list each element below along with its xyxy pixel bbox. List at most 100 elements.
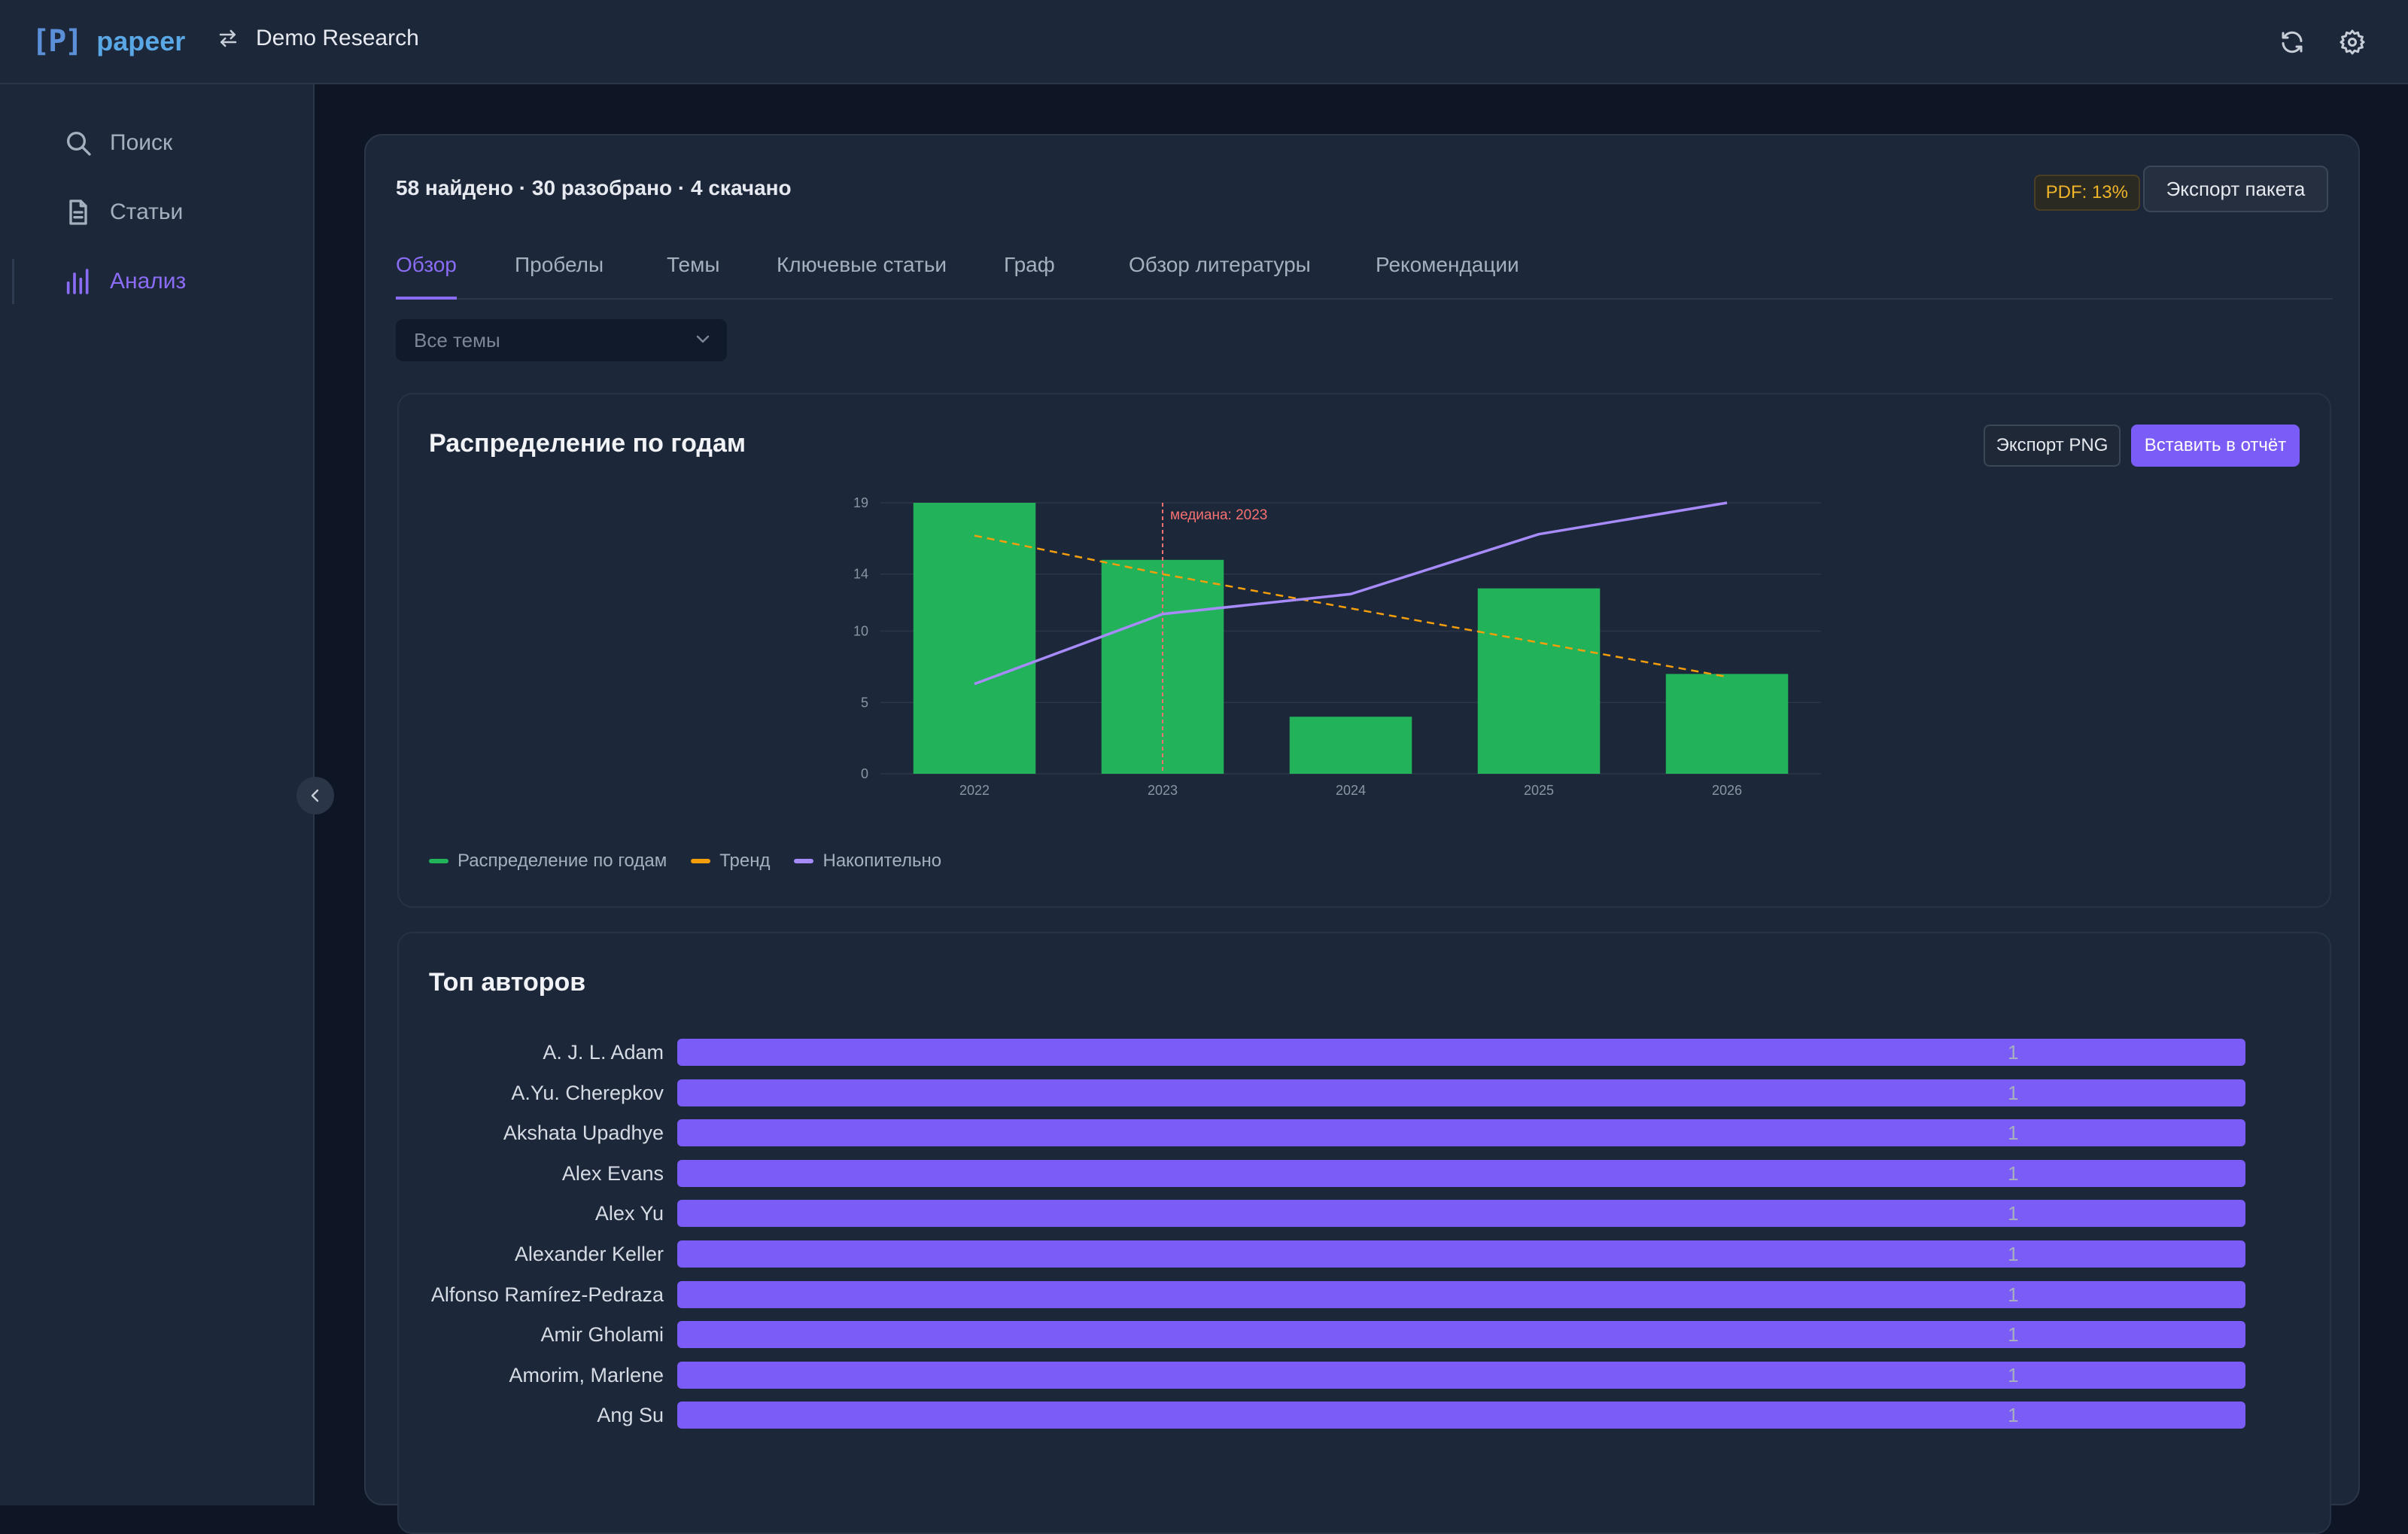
year-distribution-chart: медиана: 2023 0 5 10 14 19 2022 2023 2024 2025 2… <box>853 495 1821 798</box>
chevron-down-icon <box>696 335 710 343</box>
chevron-left-icon <box>311 789 319 802</box>
legend-swatch <box>794 859 814 863</box>
bar <box>1477 588 1601 774</box>
author-bar <box>677 1280 2245 1308</box>
export-package-button[interactable]: Экспорт пакета <box>2143 166 2328 212</box>
author-bar <box>677 1200 2245 1228</box>
author-row[interactable]: A.Yu. Cherepkov 1 <box>429 1078 2310 1108</box>
legend-label: Распределение по годам <box>458 851 667 871</box>
tab-gaps[interactable]: Пробелы <box>515 253 604 276</box>
x-tick-label: 2023 <box>1148 783 1178 798</box>
analysis-tabs: Обзор Пробелы Темы Ключевые статьи Граф … <box>396 253 2333 300</box>
author-count: 1 <box>2008 1161 2019 1185</box>
tab-literature-review[interactable]: Обзор литературы <box>1129 253 1311 276</box>
card-title: Топ авторов <box>429 968 586 997</box>
sidebar-item-analysis[interactable]: Анализ <box>63 266 186 297</box>
cumulative-line <box>974 501 1728 686</box>
legend-item-distribution[interactable]: Распределение по годам <box>429 851 667 872</box>
insert-report-button[interactable]: Вставить в отчёт <box>2131 425 2300 467</box>
bar <box>1665 674 1789 774</box>
sidebar-item-articles[interactable]: Статьи <box>63 197 183 227</box>
author-name: A. J. L. Adam <box>543 1041 664 1064</box>
topic-filter-value: Все темы <box>414 328 500 352</box>
author-row[interactable]: Ang Su 1 <box>429 1400 2310 1430</box>
logo-mark: [P] <box>32 24 83 59</box>
tab-key-papers[interactable]: Ключевые статьи <box>777 253 947 276</box>
results-summary: 58 найдено · 30 разобрано · 4 скачано <box>396 176 792 199</box>
author-row[interactable]: Amorim, Marlene 1 <box>429 1360 2310 1390</box>
y-tick-label: 5 <box>861 695 868 710</box>
top-authors-card: Топ авторов A. J. L. Adam 1 A.Yu. Cherepko… <box>397 932 2331 1534</box>
tab-recommendations[interactable]: Рекомендации <box>1376 253 1519 276</box>
sidebar-collapse-button[interactable] <box>296 777 334 814</box>
author-name: Akshata Upadhye <box>503 1122 664 1145</box>
author-row[interactable]: Amir Gholami 1 <box>429 1319 2310 1350</box>
author-bar <box>677 1159 2245 1187</box>
author-row[interactable]: A. J. L. Adam 1 <box>429 1037 2310 1067</box>
author-bar <box>677 1079 2245 1106</box>
author-count: 1 <box>2008 1202 2019 1225</box>
y-tick-label: 19 <box>853 495 868 510</box>
export-png-button[interactable]: Экспорт PNG <box>1984 425 2121 467</box>
bar <box>1289 717 1412 774</box>
card-title: Распределение по годам <box>429 429 746 458</box>
topic-filter-select[interactable]: Все темы <box>396 319 727 361</box>
chart-legend: Распределение по годам Тренд Накопительн… <box>429 851 941 872</box>
x-tick-label: 2026 <box>1712 783 1742 798</box>
author-name: Ang Su <box>597 1404 664 1427</box>
legend-swatch <box>429 859 448 863</box>
search-icon <box>67 132 91 156</box>
tab-overview[interactable]: Обзор <box>396 253 457 300</box>
author-row[interactable]: Alex Evans 1 <box>429 1158 2310 1189</box>
bar <box>913 503 1036 774</box>
legend-label: Накопительно <box>822 851 942 871</box>
author-bar <box>677 1402 2245 1429</box>
project-switcher[interactable]: Demo Research <box>217 26 419 51</box>
author-row[interactable]: Alex Yu 1 <box>429 1198 2310 1228</box>
legend-label: Тренд <box>719 851 771 871</box>
document-icon <box>69 199 87 225</box>
author-count: 1 <box>2008 1404 2019 1427</box>
analysis-panel: 58 найдено · 30 разобрано · 4 скачано PD… <box>364 134 2360 1534</box>
legend-item-cumulative[interactable]: Накопительно <box>794 851 941 872</box>
bar-chart-icon <box>66 269 89 294</box>
sidebar: Поиск Статьи Анализ <box>0 84 315 1505</box>
author-count: 1 <box>2008 1323 2019 1347</box>
author-count: 1 <box>2008 1283 2019 1306</box>
author-row[interactable]: Alexander Keller 1 <box>429 1239 2310 1269</box>
tab-topics[interactable]: Темы <box>667 253 720 276</box>
author-count: 1 <box>2008 1363 2019 1386</box>
author-row[interactable]: Akshata Upadhye 1 <box>429 1118 2310 1148</box>
author-name: Alex Evans <box>561 1161 664 1185</box>
author-bar <box>677 1240 2245 1268</box>
legend-item-trend[interactable]: Тренд <box>691 851 770 872</box>
author-row[interactable]: Alfonso Ramírez-Pedraza 1 <box>429 1280 2310 1310</box>
gear-icon[interactable] <box>2336 26 2369 59</box>
y-tick-label: 0 <box>861 766 868 781</box>
author-name: Amir Gholami <box>540 1323 664 1347</box>
sidebar-item-label: Статьи <box>110 199 184 224</box>
author-count: 1 <box>2008 1243 2019 1265</box>
logo-text: papeer <box>96 26 186 56</box>
app-logo[interactable]: [P] papeer <box>32 24 185 59</box>
author-count: 1 <box>2008 1081 2019 1104</box>
tab-graph[interactable]: Граф <box>1004 253 1055 276</box>
sidebar-item-search[interactable]: Поиск <box>63 128 172 158</box>
x-tick-label: 2022 <box>959 783 990 798</box>
median-label: медиана: 2023 <box>1170 507 1267 523</box>
y-tick-label: 10 <box>853 624 868 639</box>
x-tick-label: 2025 <box>1524 783 1554 798</box>
author-bar <box>677 1039 2245 1066</box>
top-bar: [P] papeer Demo Research <box>0 0 2408 84</box>
year-distribution-card: Распределение по годам Экспорт PNG Встав… <box>397 393 2331 908</box>
author-count: 1 <box>2008 1041 2019 1064</box>
y-tick-label: 14 <box>853 567 868 582</box>
sidebar-item-label: Поиск <box>110 130 173 155</box>
author-count: 1 <box>2008 1122 2019 1145</box>
author-name: A.Yu. Cherepkov <box>511 1081 664 1104</box>
pdf-status-badge: PDF: 13% <box>2033 175 2140 211</box>
refresh-icon[interactable] <box>2276 26 2309 59</box>
author-bar <box>677 1119 2245 1147</box>
author-name: Alex Yu <box>594 1202 664 1225</box>
x-tick-label: 2024 <box>1336 783 1366 798</box>
